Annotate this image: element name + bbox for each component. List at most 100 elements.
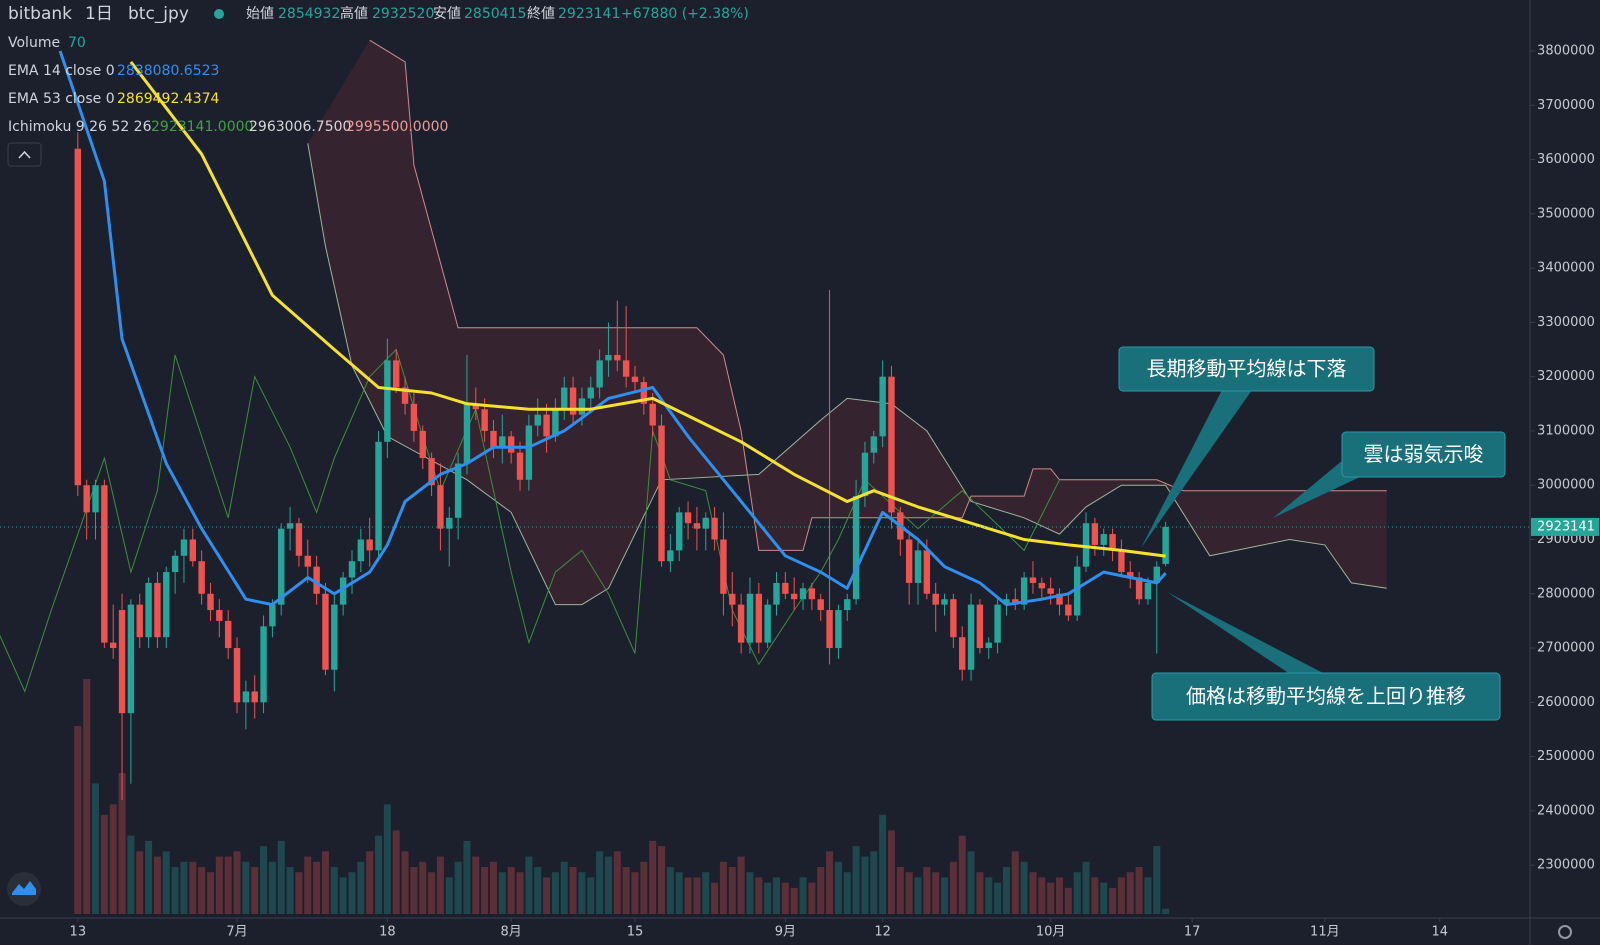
volume-bar bbox=[923, 867, 931, 914]
candle-body bbox=[711, 517, 718, 540]
candle-body bbox=[808, 588, 816, 600]
candle-body bbox=[605, 354, 612, 361]
volume-bar bbox=[419, 861, 427, 914]
candle-body bbox=[1127, 572, 1134, 578]
callout-box bbox=[1118, 346, 1375, 392]
candle-body bbox=[118, 610, 126, 714]
settings-icon[interactable] bbox=[1558, 925, 1572, 939]
volume-bar bbox=[145, 840, 153, 914]
candle-body bbox=[357, 539, 365, 562]
candle-body bbox=[463, 403, 471, 464]
candle-body bbox=[171, 555, 179, 573]
candle-body bbox=[401, 387, 409, 404]
volume-bar bbox=[1091, 877, 1099, 914]
x-tick-label: 15 bbox=[627, 925, 644, 940]
open-value: 2854932 bbox=[278, 6, 340, 22]
volume-bar bbox=[92, 783, 100, 914]
candle-body bbox=[994, 604, 1001, 643]
volume-bar bbox=[932, 872, 940, 914]
change: +67880 (+2.38%) bbox=[621, 6, 749, 22]
symbol: btc_jpy bbox=[128, 4, 189, 24]
volume-bar bbox=[967, 851, 975, 914]
volume-bar bbox=[321, 851, 329, 914]
ichimoku-value: 2923141.0000 bbox=[151, 119, 253, 135]
volume-bar bbox=[534, 867, 542, 914]
candle-body bbox=[83, 485, 90, 513]
candle-body bbox=[578, 398, 586, 415]
candle-body bbox=[1100, 534, 1107, 545]
candle-body bbox=[286, 523, 294, 529]
candle-body bbox=[1162, 526, 1169, 564]
volume-bar bbox=[136, 851, 144, 914]
y-tick-label: 2300000 bbox=[1537, 858, 1595, 873]
candle-body bbox=[127, 604, 135, 714]
ichimoku-value: 2963006.7500 bbox=[249, 119, 351, 135]
volume-bar bbox=[206, 872, 214, 914]
volume-bar bbox=[879, 814, 887, 914]
callout-box bbox=[1151, 672, 1501, 721]
candle-body bbox=[552, 409, 559, 437]
logo[interactable] bbox=[7, 872, 41, 906]
volume-bar bbox=[330, 867, 338, 914]
axes: 2300000 2400000 2500000 2600000 2700000 28000… bbox=[70, 44, 1599, 940]
callout: 長期移動平均線は下落 bbox=[1118, 346, 1375, 548]
logo-mark[interactable] bbox=[12, 881, 36, 895]
candle-body bbox=[1073, 566, 1081, 616]
candle-body bbox=[852, 496, 860, 600]
candle-body bbox=[1056, 593, 1063, 605]
volume-bar bbox=[887, 830, 895, 914]
candle-body bbox=[490, 430, 497, 448]
y-tick-label: 2600000 bbox=[1537, 695, 1595, 710]
candle-body bbox=[976, 604, 984, 649]
volume-bar bbox=[481, 867, 489, 914]
callout-pointer bbox=[1273, 460, 1362, 518]
x-tick-label: 17 bbox=[1184, 925, 1201, 940]
volume-bar bbox=[958, 835, 966, 914]
volume-bar bbox=[445, 877, 453, 914]
candle-body bbox=[454, 463, 462, 518]
candle-body bbox=[782, 582, 789, 594]
volume-bar bbox=[383, 804, 391, 914]
candle-body bbox=[914, 550, 922, 583]
volume-bar bbox=[551, 872, 559, 914]
y-tick-label: 3800000 bbox=[1537, 44, 1595, 59]
volume-bar bbox=[675, 872, 683, 914]
volume-bar bbox=[516, 872, 524, 914]
ema-line bbox=[58, 50, 1167, 607]
x-tick-label: 11月 bbox=[1310, 925, 1340, 940]
volume-bar bbox=[1011, 851, 1019, 914]
callout-pointer bbox=[1167, 592, 1325, 674]
volume-bar bbox=[242, 861, 250, 914]
volume-bar bbox=[852, 846, 860, 914]
callout-text: 価格は移動平均線を上回り推移 bbox=[1186, 684, 1466, 708]
x-tick-label: 14 bbox=[1432, 925, 1449, 940]
volume-bar bbox=[737, 856, 745, 914]
candle-body bbox=[879, 376, 886, 437]
candle-body bbox=[746, 593, 754, 643]
volume-bar bbox=[189, 861, 197, 914]
volume-bar bbox=[348, 872, 356, 914]
settings[interactable] bbox=[1558, 925, 1572, 939]
candle-body bbox=[569, 387, 577, 415]
candle-body bbox=[790, 593, 798, 600]
candle-body bbox=[410, 403, 418, 431]
volume-bar bbox=[507, 867, 515, 914]
volume-bar bbox=[1002, 867, 1010, 914]
collapse-button[interactable] bbox=[7, 142, 42, 167]
candle-body bbox=[1065, 604, 1072, 616]
candle-body bbox=[366, 539, 373, 551]
candle-body bbox=[614, 354, 621, 361]
y-tick-label: 3700000 bbox=[1537, 98, 1595, 113]
volume-bar bbox=[719, 861, 727, 914]
volume-bar bbox=[772, 877, 780, 914]
volume-bar bbox=[401, 851, 409, 914]
candle-body bbox=[242, 691, 250, 703]
candle-body bbox=[339, 577, 347, 605]
candle-body bbox=[543, 414, 550, 437]
candle-body bbox=[446, 517, 453, 529]
candle-body bbox=[110, 642, 117, 649]
volume-bar bbox=[543, 877, 551, 914]
candle-body bbox=[313, 566, 320, 594]
y-tick-label: 3600000 bbox=[1537, 152, 1595, 167]
